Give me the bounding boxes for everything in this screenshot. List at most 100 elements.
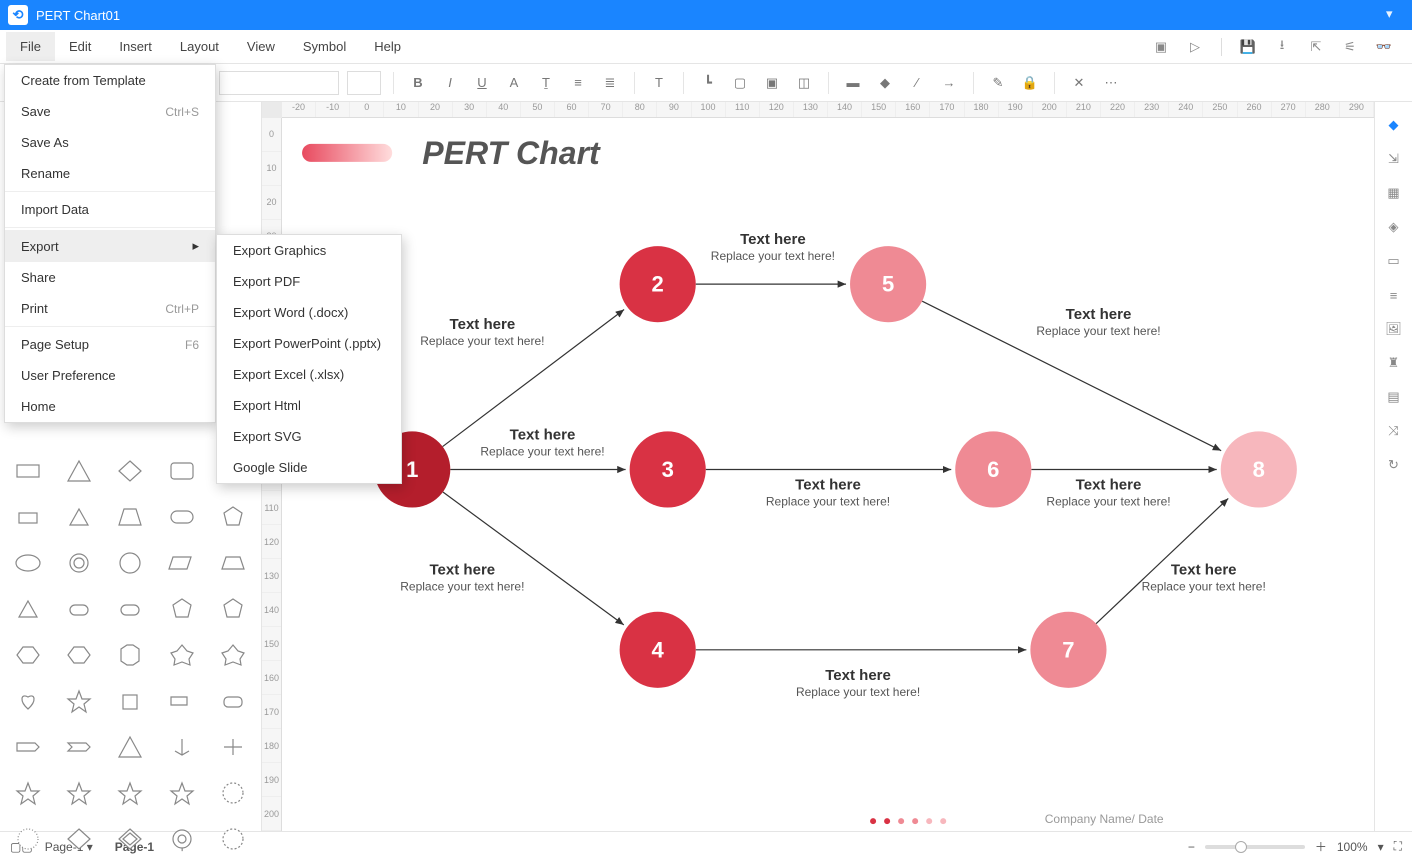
- file-menu-share[interactable]: Share: [5, 262, 215, 293]
- edge-label[interactable]: Text here: [510, 426, 576, 443]
- shape-palette-item[interactable]: [109, 774, 152, 812]
- image-panel-icon[interactable]: 🖼: [1385, 320, 1403, 338]
- shape-palette-item[interactable]: [160, 682, 203, 720]
- shape-palette-item[interactable]: [160, 452, 203, 490]
- shape-palette-item[interactable]: [160, 590, 203, 628]
- lock-icon[interactable]: 🔒: [1018, 71, 1042, 95]
- shape-palette-item[interactable]: [212, 728, 255, 766]
- file-menu-export[interactable]: Export▸: [5, 230, 215, 262]
- bring-front-icon[interactable]: ▣: [760, 71, 784, 95]
- edge-sublabel[interactable]: Replace your text here!: [711, 249, 835, 263]
- shape-palette-item[interactable]: [57, 728, 100, 766]
- shape-palette-item[interactable]: [6, 590, 49, 628]
- export-export-word-docx-[interactable]: Export Word (.docx): [217, 297, 401, 328]
- shape-palette-item[interactable]: [57, 774, 100, 812]
- edge-sublabel[interactable]: Replace your text here!: [1046, 495, 1170, 509]
- zoom-slider[interactable]: [1205, 845, 1305, 849]
- pert-chart[interactable]: PERT Chart Text hereReplace your text he…: [282, 118, 1374, 831]
- text-box-icon[interactable]: T: [647, 71, 671, 95]
- export-panel-icon[interactable]: ⇲: [1385, 150, 1403, 168]
- shape-palette-item[interactable]: [212, 820, 255, 858]
- file-menu-create-from-template[interactable]: Create from Template: [5, 65, 215, 96]
- shape-palette-item[interactable]: [6, 820, 49, 858]
- export-export-pdf[interactable]: Export PDF: [217, 266, 401, 297]
- shape-palette-item[interactable]: [109, 820, 152, 858]
- shape-palette-item[interactable]: [109, 544, 152, 582]
- table-panel-icon[interactable]: ▤: [1385, 388, 1403, 406]
- text-highlight-icon[interactable]: Ṯ: [534, 71, 558, 95]
- titlebar-dropdown-icon[interactable]: ▾: [1386, 6, 1404, 24]
- shape-palette-item[interactable]: [160, 636, 203, 674]
- edge-sublabel[interactable]: Replace your text here!: [480, 444, 604, 458]
- shape-palette-item[interactable]: [160, 728, 203, 766]
- shape-palette-item[interactable]: [6, 498, 49, 536]
- file-menu-rename[interactable]: Rename: [5, 158, 215, 189]
- shape-palette-item[interactable]: [57, 590, 100, 628]
- send-back-icon[interactable]: ▢: [728, 71, 752, 95]
- orgchart-icon[interactable]: ♜: [1385, 354, 1403, 372]
- menu-file[interactable]: File: [6, 32, 55, 61]
- menu-layout[interactable]: Layout: [166, 32, 233, 61]
- edge-sublabel[interactable]: Replace your text here!: [420, 334, 544, 348]
- download-icon[interactable]: ⭳: [1274, 39, 1290, 55]
- shape-palette-item[interactable]: [57, 682, 100, 720]
- find-icon[interactable]: 👓: [1376, 39, 1392, 55]
- shape-palette-item[interactable]: [6, 636, 49, 674]
- canvas[interactable]: PERT Chart Text hereReplace your text he…: [282, 118, 1374, 831]
- edge-sublabel[interactable]: Replace your text here!: [1036, 324, 1160, 338]
- edge-sublabel[interactable]: Replace your text here!: [1142, 580, 1266, 594]
- history-icon[interactable]: ↻: [1385, 456, 1403, 474]
- presentation-icon[interactable]: ▭: [1385, 252, 1403, 270]
- edge-label[interactable]: Text here: [740, 231, 806, 248]
- file-menu-page-setup[interactable]: Page SetupF6: [5, 329, 215, 360]
- menu-view[interactable]: View: [233, 32, 289, 61]
- shape-palette-item[interactable]: [212, 498, 255, 536]
- font-size-select[interactable]: [347, 71, 381, 95]
- file-menu-user-preference[interactable]: User Preference: [5, 360, 215, 391]
- zoom-in-icon[interactable]: ＋: [1315, 838, 1327, 855]
- grid-panel-icon[interactable]: ▦: [1385, 184, 1403, 202]
- shape-palette-item[interactable]: [160, 774, 203, 812]
- font-family-select[interactable]: [219, 71, 339, 95]
- edge-label[interactable]: Text here: [450, 316, 516, 333]
- edge-1-4[interactable]: [443, 492, 624, 625]
- shape-palette-item[interactable]: [212, 544, 255, 582]
- shape-palette-item[interactable]: [6, 544, 49, 582]
- shape-palette-item[interactable]: [57, 636, 100, 674]
- shape-palette-item[interactable]: [109, 452, 152, 490]
- capture-icon[interactable]: ▣: [1153, 39, 1169, 55]
- shape-palette-item[interactable]: [6, 774, 49, 812]
- export-export-svg[interactable]: Export SVG: [217, 421, 401, 452]
- shape-fill-icon[interactable]: ◆: [873, 71, 897, 95]
- shape-palette-item[interactable]: [109, 498, 152, 536]
- shape-palette-item[interactable]: [109, 590, 152, 628]
- shape-palette-item[interactable]: [160, 820, 203, 858]
- shape-palette-item[interactable]: [212, 590, 255, 628]
- export-export-excel-xlsx-[interactable]: Export Excel (.xlsx): [217, 359, 401, 390]
- edge-sublabel[interactable]: Replace your text here!: [766, 495, 890, 509]
- menu-edit[interactable]: Edit: [55, 32, 105, 61]
- italic-icon[interactable]: I: [438, 71, 462, 95]
- shape-palette-item[interactable]: [160, 498, 203, 536]
- valign-icon[interactable]: ≣: [598, 71, 622, 95]
- layers-panel-icon[interactable]: ◈: [1385, 218, 1403, 236]
- menu-symbol[interactable]: Symbol: [289, 32, 360, 61]
- share-icon[interactable]: ⚟: [1342, 39, 1358, 55]
- edge-sublabel[interactable]: Replace your text here!: [796, 685, 920, 699]
- fullscreen-icon[interactable]: ⛶: [1394, 839, 1402, 854]
- text-color-icon[interactable]: A: [502, 71, 526, 95]
- edge-label[interactable]: Text here: [1171, 562, 1237, 579]
- bold-icon[interactable]: B: [406, 71, 430, 95]
- underline-icon[interactable]: U: [470, 71, 494, 95]
- shape-palette-item[interactable]: [57, 544, 100, 582]
- export-google-slide[interactable]: Google Slide: [217, 452, 401, 483]
- edit-icon[interactable]: ✎: [986, 71, 1010, 95]
- file-menu-save[interactable]: SaveCtrl+S: [5, 96, 215, 127]
- export-export-graphics[interactable]: Export Graphics: [217, 235, 401, 266]
- zoom-dropdown-icon[interactable]: ▾: [1378, 840, 1384, 854]
- export-export-html[interactable]: Export Html: [217, 390, 401, 421]
- fill-icon[interactable]: ▬: [841, 71, 865, 95]
- tools-icon[interactable]: ✕: [1067, 71, 1091, 95]
- data-panel-icon[interactable]: ≡: [1385, 286, 1403, 304]
- edge-label[interactable]: Text here: [825, 667, 891, 684]
